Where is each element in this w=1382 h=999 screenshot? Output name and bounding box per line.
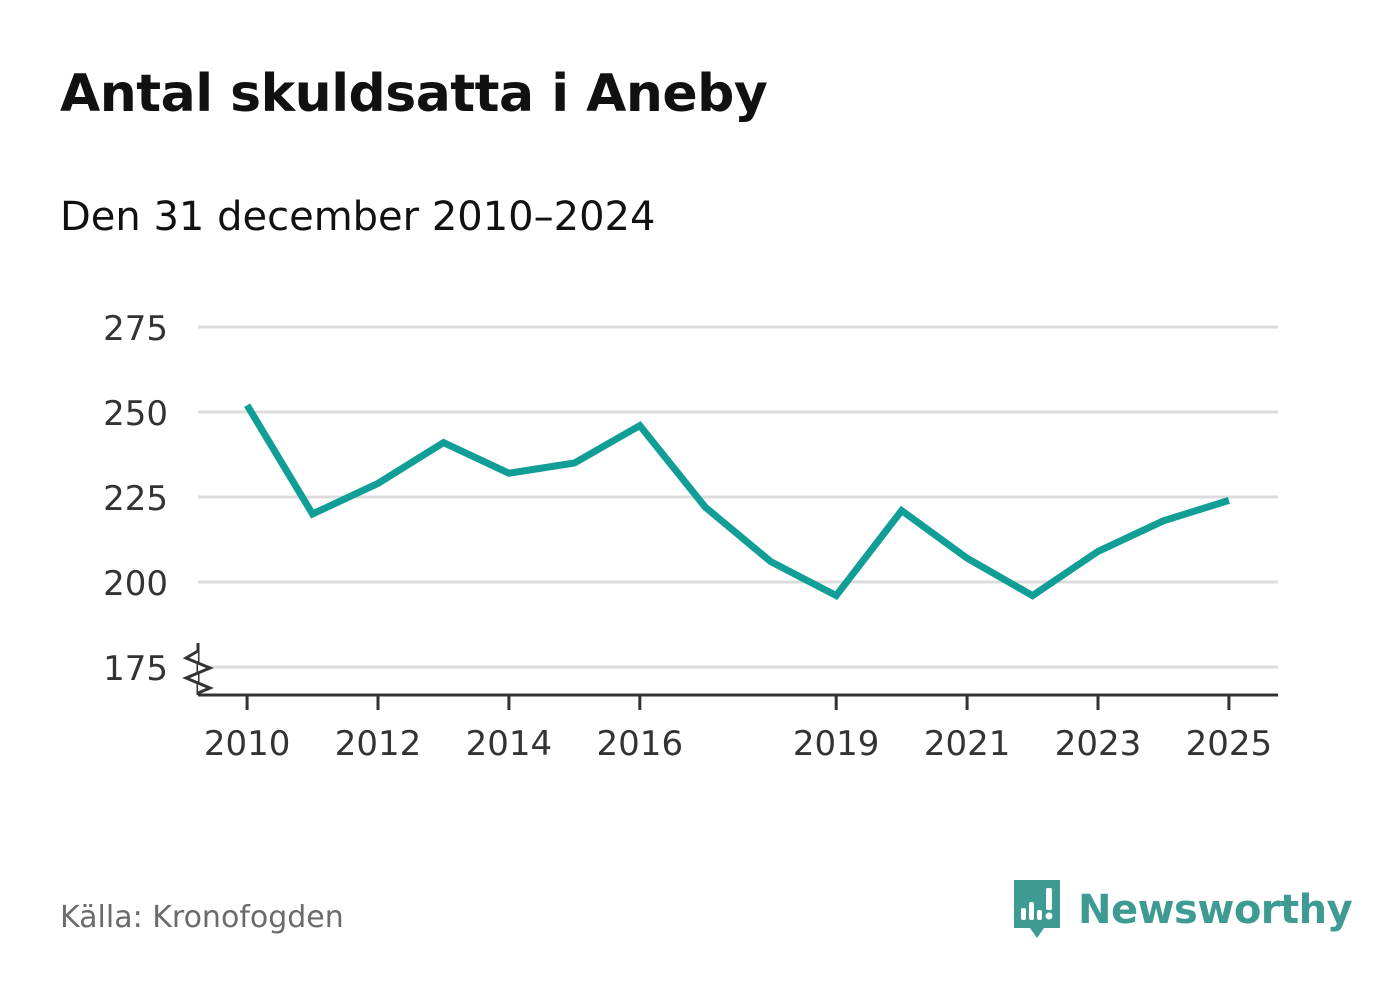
x-tick-label: 2023 [1055,724,1142,764]
axis-break-marker [182,649,214,695]
source-note: Källa: Kronofogden [60,900,344,935]
series [244,403,1230,601]
series-line-0 [244,403,1230,601]
y-tick-label: 200 [103,564,168,604]
chart-title: Antal skuldsatta i Aneby [60,64,768,124]
line-chart: 175 200 225 250 275 2010 2012 2014 2016 2019 2021 2… [103,309,1278,764]
x-tick-label: 2021 [924,724,1011,764]
chart-subtitle: Den 31 december 2010–2024 [60,194,656,240]
y-tick-label: 275 [103,309,168,349]
x-tick-label: 2012 [335,724,422,764]
tick-labels: 175 200 225 250 275 2010 2012 2014 2016 2019 2021 2… [103,309,1272,764]
brand-name: Newsworthy [1078,887,1353,933]
x-tick-label: 2014 [466,724,553,764]
x-tick-label: 2019 [793,724,880,764]
y-tick-label: 175 [103,649,168,689]
y-tick-label: 225 [103,479,168,519]
x-tick-label: 2010 [204,724,291,764]
newsworthy-logo-icon [1014,880,1060,938]
gridlines [198,325,1278,669]
x-tick-label: 2025 [1186,724,1273,764]
axes [182,643,1278,710]
x-tick-label: 2016 [597,724,684,764]
brand-logo: Newsworthy [1012,878,1353,942]
y-tick-label: 250 [103,394,168,434]
